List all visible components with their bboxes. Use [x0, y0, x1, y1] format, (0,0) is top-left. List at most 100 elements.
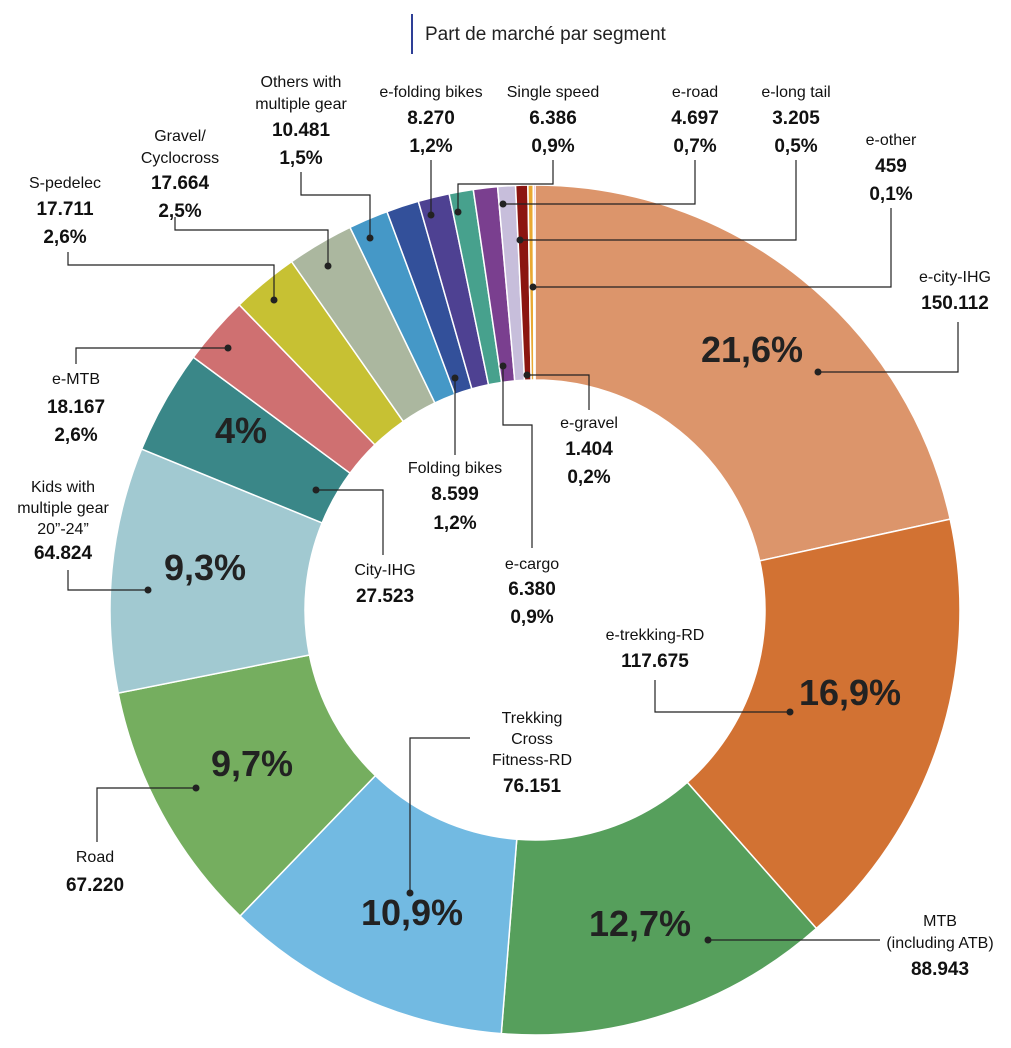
donut-slices	[109, 184, 961, 1036]
leader-dot-city-ihg	[312, 486, 320, 494]
label-name-e-road: e-road	[672, 84, 718, 101]
leader-line-road	[96, 787, 196, 842]
slice-e-trekking-rd	[686, 518, 961, 930]
leader-dot-e-trekking-rd	[786, 708, 794, 716]
label-percent-e-cargo: 0,9%	[510, 607, 553, 628]
label-name-trekking-cross-fitness-rd: Cross	[511, 731, 553, 748]
leader-dot-e-city-ihg	[814, 368, 822, 376]
label-name-gravel-cyclocross: Gravel/	[154, 128, 206, 145]
label-value-e-mtb: 18.167	[47, 397, 105, 418]
label-value-s-pedelec: 17.711	[36, 199, 93, 220]
label-name-e-gravel: e-gravel	[560, 415, 618, 432]
leader-dot-e-other	[529, 283, 537, 291]
label-percent-city-ihg: 4%	[215, 410, 267, 451]
label-name-kids-with-multiple-gear-20-24: 20”-24”	[37, 521, 89, 538]
label-name-mtb-including-atb: MTB	[923, 913, 957, 930]
leader-line-e-road	[503, 160, 696, 205]
label-name-others-with-multiple-gear: Others with	[261, 74, 342, 91]
label-percent-kids-with-multiple-gear-20-24: 9,3%	[164, 547, 246, 588]
label-percent-e-folding-bikes: 1,2%	[409, 136, 452, 157]
slice-mtb-including-atb	[500, 781, 818, 1036]
slice-trekking-cross-fitness-rd	[239, 774, 518, 1035]
leader-line-others-with-multiple-gear	[300, 172, 371, 238]
slice-labels: e-city-IHG 150.112 21,6% e-trekking-RD 117.6…	[17, 74, 993, 980]
label-name-mtb-including-atb: (including ATB)	[886, 935, 993, 952]
leader-line-e-cargo	[502, 366, 533, 548]
label-percent-road: 9,7%	[211, 743, 293, 784]
label-name-others-with-multiple-gear: multiple gear	[255, 96, 347, 113]
label-name-kids-with-multiple-gear-20-24: Kids with	[31, 479, 95, 496]
label-value-city-ihg: 27.523	[356, 586, 414, 607]
label-percent-e-mtb: 2,6%	[54, 425, 97, 446]
leader-line-kids-with-multiple-gear-20-24	[67, 570, 148, 591]
label-name-e-mtb: e-MTB	[52, 371, 100, 388]
label-value-e-city-ihg: 150.112	[921, 293, 989, 314]
leader-dot-single-speed	[454, 208, 462, 216]
leader-lines	[67, 160, 959, 944]
label-value-kids-with-multiple-gear-20-24: 64.824	[34, 543, 93, 564]
label-percent-mtb-including-atb: 12,7%	[589, 903, 691, 944]
label-name-e-other: e-other	[866, 132, 917, 149]
leader-line-e-trekking-rd	[654, 680, 790, 713]
label-value-e-folding-bikes: 8.270	[407, 108, 455, 129]
label-percent-e-gravel: 0,2%	[567, 467, 610, 488]
leader-line-e-long-tail	[520, 160, 797, 241]
label-value-e-other: 459	[875, 156, 907, 177]
leader-dot-mtb-including-atb	[704, 936, 712, 944]
slice-e-city-ihg	[534, 184, 952, 562]
label-value-mtb-including-atb: 88.943	[911, 959, 969, 980]
label-name-folding-bikes: Folding bikes	[408, 460, 502, 477]
label-percent-folding-bikes: 1,2%	[433, 513, 476, 534]
leader-dot-s-pedelec	[270, 296, 278, 304]
label-value-e-cargo: 6.380	[508, 579, 556, 600]
label-value-e-long-tail: 3.205	[772, 108, 820, 129]
label-name-trekking-cross-fitness-rd: Fitness-RD	[492, 752, 572, 769]
label-value-road: 67.220	[66, 875, 124, 896]
label-percent-single-speed: 0,9%	[531, 136, 574, 157]
slice-e-other	[532, 184, 536, 381]
leader-dot-kids-with-multiple-gear-20-24	[144, 586, 152, 594]
label-value-e-trekking-rd: 117.675	[621, 651, 689, 672]
leader-dot-e-mtb	[224, 344, 232, 352]
label-name-e-trekking-rd: e-trekking-RD	[606, 627, 705, 644]
label-name-city-ihg: City-IHG	[354, 562, 415, 579]
leader-dot-folding-bikes	[451, 374, 459, 382]
leader-line-single-speed	[457, 160, 554, 212]
leader-dot-e-cargo	[499, 362, 507, 370]
label-percent-e-long-tail: 0,5%	[774, 136, 817, 157]
label-name-gravel-cyclocross: Cyclocross	[141, 150, 219, 167]
leader-dot-others-with-multiple-gear	[366, 234, 374, 242]
leader-line-e-other	[533, 208, 892, 288]
label-name-e-folding-bikes: e-folding bikes	[379, 84, 482, 101]
label-percent-e-other: 0,1%	[869, 184, 912, 205]
label-percent-trekking-cross-fitness-rd: 10,9%	[361, 892, 463, 933]
label-value-folding-bikes: 8.599	[431, 484, 479, 505]
label-percent-gravel-cyclocross: 2,5%	[158, 201, 201, 222]
leader-dot-road	[192, 784, 200, 792]
label-name-trekking-cross-fitness-rd: Trekking	[502, 710, 563, 727]
legend-marker	[411, 14, 413, 54]
label-value-e-gravel: 1.404	[565, 439, 613, 460]
leader-dot-e-folding-bikes	[427, 211, 435, 219]
label-value-trekking-cross-fitness-rd: 76.151	[503, 776, 562, 797]
leader-line-s-pedelec	[67, 252, 275, 300]
label-value-gravel-cyclocross: 17.664	[151, 173, 210, 194]
leader-dot-gravel-cyclocross	[324, 262, 332, 270]
leader-line-e-gravel	[527, 374, 590, 410]
label-percent-e-road: 0,7%	[673, 136, 716, 157]
leader-dot-e-gravel	[523, 371, 531, 379]
leader-line-e-city-ihg	[818, 322, 959, 373]
leader-dot-e-road	[499, 200, 507, 208]
label-value-single-speed: 6.386	[529, 108, 577, 129]
label-name-single-speed: Single speed	[507, 84, 600, 101]
label-name-road: Road	[76, 849, 114, 866]
label-percent-e-city-ihg: 21,6%	[701, 329, 803, 370]
label-name-e-long-tail: e-long tail	[761, 84, 830, 101]
label-percent-s-pedelec: 2,6%	[43, 227, 86, 248]
label-name-s-pedelec: S-pedelec	[29, 175, 101, 192]
label-percent-e-trekking-rd: 16,9%	[799, 672, 901, 713]
leader-dot-trekking-cross-fitness-rd	[406, 889, 414, 897]
leader-line-gravel-cyclocross	[174, 217, 329, 266]
leader-dot-e-long-tail	[516, 236, 524, 244]
